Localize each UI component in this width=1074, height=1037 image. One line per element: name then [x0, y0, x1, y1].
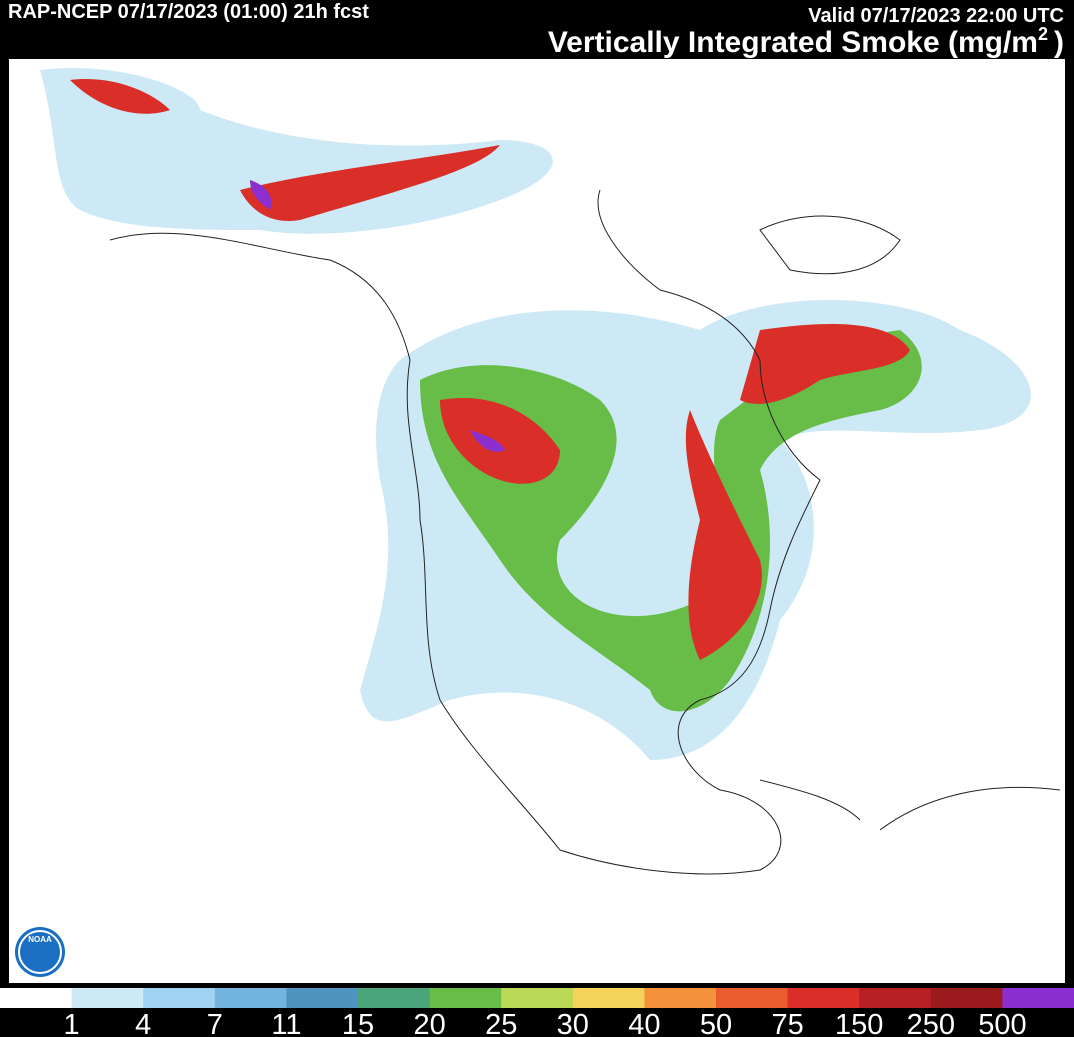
noaa-logo: NOAA [15, 927, 65, 977]
colorbar-swatch [787, 988, 860, 1008]
colorbar-label: 15 [342, 1009, 374, 1037]
logo-circle [15, 927, 65, 977]
title-main: Vertically Integrated Smoke (mg/m [548, 26, 1038, 59]
colorbar-swatch [930, 988, 1003, 1008]
smoke-mid [420, 330, 922, 712]
logo-ring [18, 930, 62, 974]
colorbar-swatch [644, 988, 717, 1008]
colorbar-swatch [214, 988, 287, 1008]
colorbar-label: 4 [135, 1009, 151, 1037]
colorbar-label: 20 [413, 1009, 445, 1037]
coastline [109, 189, 821, 875]
colorbar-label: 250 [907, 1009, 955, 1037]
title: Vertically Integrated Smoke (mg/m2) [548, 24, 1064, 59]
colorbar-label: 11 [271, 1009, 301, 1037]
map: NOAA [9, 59, 1065, 983]
title-sup: 2 [1038, 24, 1048, 44]
colorbar-swatch [716, 988, 789, 1008]
colorbar-label: 40 [628, 1009, 660, 1037]
run-info: RAP-NCEP 07/17/2023 (01:00) 21h fcst [8, 1, 369, 23]
colorbar-swatch [71, 988, 144, 1008]
colorbar-swatch [429, 988, 502, 1008]
colorbar-label: 500 [978, 1009, 1026, 1037]
colorbar-label: 50 [700, 1009, 732, 1037]
colorbar-swatch [143, 988, 216, 1008]
colorbar-swatch [358, 988, 431, 1008]
colorbar-swatch [286, 988, 359, 1008]
title-end: ) [1054, 26, 1064, 59]
coastline-carib [759, 779, 1061, 831]
colorbar-label: 75 [771, 1009, 803, 1037]
coastline-greenland [759, 215, 901, 275]
colorbar-swatch [0, 988, 73, 1008]
logo-text: NOAA [28, 935, 52, 944]
colorbar-swatch [1002, 988, 1074, 1008]
colorbar: 1 4 7 11 15 20 25 30 40 50 75 150 250 500 [0, 988, 1074, 1037]
colorbar-swatch [572, 988, 645, 1008]
colorbar-label: 25 [485, 1009, 517, 1037]
valid-time: Valid 07/17/2023 22:00 UTC [808, 5, 1064, 27]
smoke-heavy [70, 79, 910, 660]
colorbar-swatch [859, 988, 932, 1008]
colorbar-swatch [501, 988, 574, 1008]
colorbar-label: 30 [557, 1009, 589, 1037]
colorbar-label: 1 [64, 1009, 80, 1037]
colorbar-label: 7 [207, 1009, 223, 1037]
colorbar-label: 150 [835, 1009, 883, 1037]
